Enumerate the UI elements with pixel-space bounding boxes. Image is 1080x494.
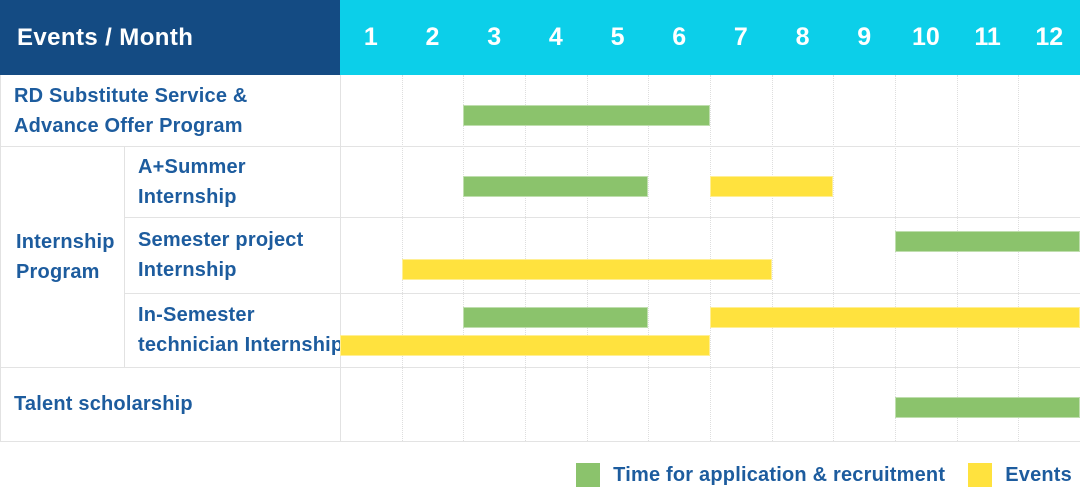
row-label-in-semester-technician-internship: In-Semester technician Internship <box>124 293 344 367</box>
row-label-rd-substitute-advance-offer: RD Substitute Service & Advance Offer Pro… <box>0 75 340 146</box>
gantt-bar-events <box>340 335 710 356</box>
month-header-3: 3 <box>487 23 502 51</box>
label-line: In-Semester <box>138 304 255 326</box>
month-header-1: 1 <box>363 23 378 51</box>
gridline <box>771 75 773 441</box>
month-header-5: 5 <box>610 23 625 51</box>
label-line: Talent scholarship <box>14 393 193 415</box>
gridline <box>525 75 526 441</box>
legend-item-events: Events <box>968 463 1072 487</box>
gantt-bar-events <box>710 176 834 197</box>
label-line: Program <box>16 260 100 283</box>
label-line: Semester project <box>138 229 304 251</box>
month-header-9: 9 <box>857 23 872 51</box>
row-label-talent-scholarship: Talent scholarship <box>0 367 340 441</box>
row-label-a-plus-summer-internship: A+Summer Internship <box>124 146 340 217</box>
month-header-row: 1 2 3 4 5 6 7 8 9 10 11 12 <box>340 0 1080 75</box>
gantt-bar-recruitment <box>463 307 649 328</box>
events-month-header-cell: Events / Month <box>0 0 340 75</box>
label-line: Internship <box>138 185 237 208</box>
month-header-2: 2 <box>425 23 440 51</box>
gantt-bar-recruitment <box>463 105 710 126</box>
label-line: Internship <box>16 230 115 253</box>
gridline <box>0 75 1 441</box>
gantt-bar-events <box>710 307 1080 328</box>
gridline <box>895 75 896 441</box>
gridline <box>0 367 1080 368</box>
month-header-12: 12 <box>1035 23 1064 51</box>
gridline <box>340 75 341 441</box>
legend-swatch-recruitment <box>576 463 601 487</box>
gridline <box>648 75 650 441</box>
legend-swatch-events <box>968 463 993 487</box>
month-header-8: 8 <box>795 23 810 51</box>
gridline <box>833 75 835 441</box>
label-line: Advance Offer Program <box>14 114 243 137</box>
gridline <box>124 146 125 367</box>
gridline <box>463 75 465 441</box>
label-line: RD Substitute Service & <box>14 84 248 107</box>
legend: Time for application & recruitment Event… <box>576 463 1072 487</box>
events-month-title: Events / Month <box>17 23 194 51</box>
gridline <box>1018 75 1020 441</box>
month-header-10: 10 <box>911 23 940 51</box>
legend-label-recruitment: Time for application & recruitment <box>613 463 946 486</box>
legend-label-events: Events <box>1005 463 1072 486</box>
month-header-4: 4 <box>548 23 563 51</box>
group-label-internship-program: Internship Program <box>0 146 124 367</box>
gridline <box>0 441 1080 442</box>
gantt-bar-recruitment <box>463 176 649 197</box>
month-header-6: 6 <box>672 23 687 51</box>
label-line: Internship <box>138 259 237 281</box>
gridline <box>956 75 958 441</box>
gridline <box>401 75 403 441</box>
gridline <box>710 75 711 441</box>
gantt-bar-events <box>401 259 772 280</box>
label-line: technician Internship <box>138 334 344 356</box>
row-label-semester-project-internship: Semester project Internship <box>124 217 340 293</box>
gantt-bar-recruitment <box>895 397 1080 418</box>
label-line: A+Summer <box>138 155 246 178</box>
gridline <box>586 75 588 441</box>
gridline <box>0 146 1080 147</box>
month-header-11: 11 <box>974 23 1001 51</box>
legend-item-recruitment: Time for application & recruitment <box>576 463 945 487</box>
gantt-bar-recruitment <box>895 231 1080 252</box>
gridline <box>124 217 1080 218</box>
month-header-7: 7 <box>733 23 748 51</box>
gridline <box>124 293 1080 294</box>
